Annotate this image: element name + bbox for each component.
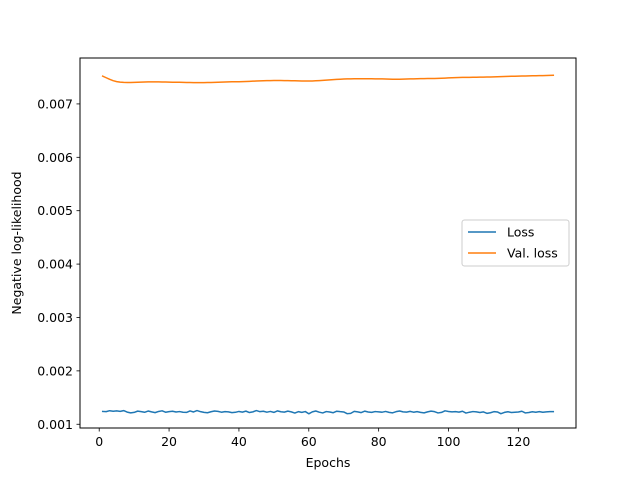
x-tick-label: 20 xyxy=(161,434,177,449)
y-tick-label: 0.003 xyxy=(37,310,73,325)
x-tick-label: 40 xyxy=(231,434,247,449)
x-tick-label: 0 xyxy=(95,434,103,449)
x-axis-label: Epochs xyxy=(306,455,351,470)
x-tick-label: 120 xyxy=(506,434,530,449)
y-tick-label: 0.004 xyxy=(37,257,73,272)
y-tick-label: 0.007 xyxy=(37,96,73,111)
x-tick-label: 60 xyxy=(301,434,317,449)
legend-label: Val. loss xyxy=(507,246,558,261)
series-line-1 xyxy=(101,74,555,84)
x-tick-label: 100 xyxy=(437,434,461,449)
y-tick-label: 0.005 xyxy=(37,203,73,218)
x-axis: 0 20 40 60 80 100 120 xyxy=(95,428,530,449)
x-tick-label: 80 xyxy=(371,434,387,449)
legend: Loss Val. loss xyxy=(461,219,570,267)
y-tick-label: 0.002 xyxy=(37,363,73,378)
y-axis: 0.001 0.002 0.003 0.004 0.005 0.006 0.007 xyxy=(37,96,80,432)
y-tick-label: 0.001 xyxy=(37,417,73,432)
y-axis-label: Negative log-likelihood xyxy=(9,171,24,314)
plot-frame xyxy=(79,57,577,429)
y-tick-label: 0.006 xyxy=(37,150,73,165)
series-layer xyxy=(101,74,555,415)
legend-label: Loss xyxy=(507,225,534,240)
series-line-0 xyxy=(101,409,555,415)
